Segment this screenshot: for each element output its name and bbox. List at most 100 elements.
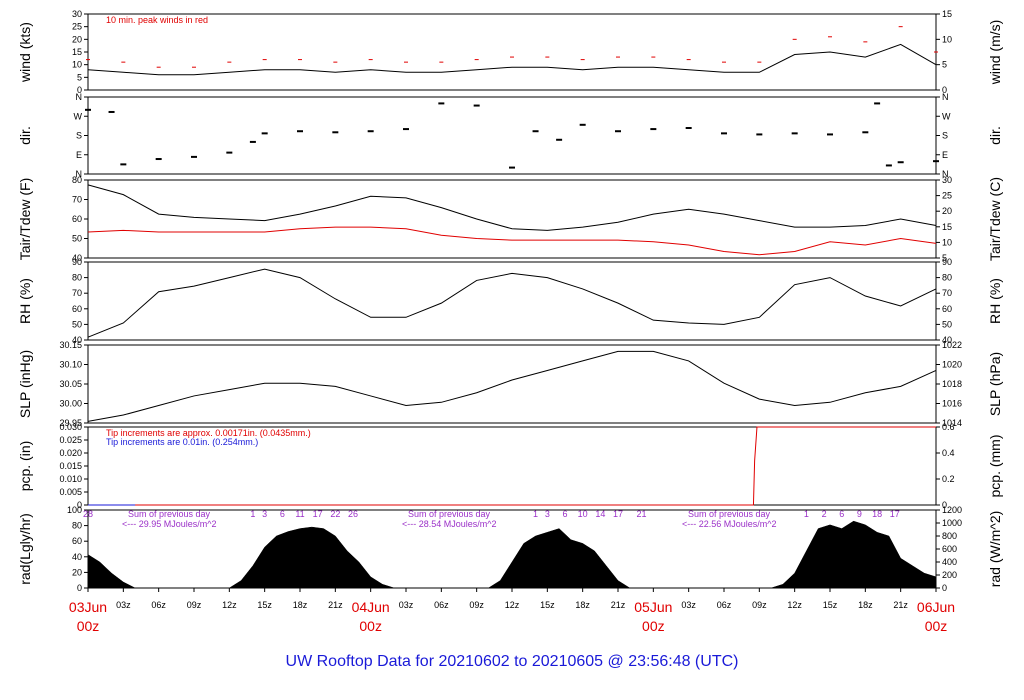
left-tick-label: 0.010	[59, 474, 82, 484]
left-tick-label: 0.020	[59, 448, 82, 458]
right-tick-label: W	[942, 111, 951, 121]
left-tick-label: 30	[72, 9, 82, 19]
right-tick-label: 0.6	[942, 422, 955, 432]
series-line-tdew	[87, 226, 937, 256]
daily-sum-label: Sum of previous day	[688, 509, 771, 519]
left-tick-label: 80	[72, 175, 82, 185]
right-tick-label: 200	[942, 570, 957, 580]
x-tick-label: 09z	[752, 600, 767, 610]
left-tick-label: 30.10	[59, 360, 82, 370]
day-label-time: 00z	[925, 618, 948, 634]
series-line-slp	[87, 350, 937, 422]
x-tick-label: 09z	[187, 600, 202, 610]
right-tick-label: 1022	[942, 340, 962, 350]
panel-pcp: 0.030 0.025 0.020 0.015 0.010 0.005 0 0.6 0.4 0.2…	[17, 422, 1003, 510]
right-tick-label: 15	[942, 222, 952, 232]
x-tick-label: 12z	[505, 600, 520, 610]
series-line-pcp-red	[88, 426, 936, 506]
left-tick-label: 29.95	[59, 418, 82, 428]
y-axis-label-right: RH (%)	[987, 278, 1003, 324]
left-tick-label: 100	[67, 505, 82, 515]
wind-annotation: 10 min. peak winds in red	[106, 15, 208, 25]
day-label-date: 03Jun	[69, 599, 107, 615]
hour-mark: 1	[250, 509, 255, 519]
left-tick-label: 0	[77, 85, 82, 95]
x-tick-label: 18z	[858, 600, 873, 610]
left-tick-label: 70	[72, 195, 82, 205]
y-axis-label-right: wind (m/s)	[987, 20, 1003, 86]
right-tick-label: 1018	[942, 379, 962, 389]
x-tick-label: 03z	[399, 600, 414, 610]
left-tick-label: 0.030	[59, 422, 82, 432]
left-tick-label: 20	[72, 34, 82, 44]
x-tick-label: 15z	[540, 600, 555, 610]
hour-mark: 17	[890, 509, 900, 519]
right-tick-label: 60	[942, 304, 952, 314]
left-tick-label: 60	[72, 304, 82, 314]
series-line-tair	[87, 184, 937, 231]
hour-mark: 22	[330, 509, 340, 519]
y-axis-label-left: RH (%)	[17, 278, 33, 324]
panel-frame	[87, 261, 937, 341]
hour-mark: 17	[313, 509, 323, 519]
left-tick-label: 60	[72, 536, 82, 546]
left-tick-label: 70	[72, 288, 82, 298]
x-tick-label: 21z	[328, 600, 343, 610]
daily-sum-label: Sum of previous day	[408, 509, 491, 519]
y-axis-label-right: SLP (hPa)	[987, 352, 1003, 416]
left-tick-label: 40	[72, 552, 82, 562]
x-tick-label: 21z	[893, 600, 908, 610]
right-tick-label: 70	[942, 288, 952, 298]
left-tick-label: 80	[72, 521, 82, 531]
right-tick-label: 20	[942, 206, 952, 216]
right-tick-label: 0.2	[942, 474, 955, 484]
panel-frame	[87, 344, 937, 424]
hour-mark: 2	[822, 509, 827, 519]
right-tick-label: 1014	[942, 418, 962, 428]
left-tick-label: E	[76, 150, 82, 160]
right-tick-label: 40	[942, 335, 952, 345]
series-line-wind	[87, 43, 937, 76]
day-label-date: 06Jun	[917, 599, 955, 615]
hour-mark: 3	[545, 509, 550, 519]
x-tick-label: 18z	[575, 600, 590, 610]
right-tick-label: 30	[942, 175, 952, 185]
day-label-date: 04Jun	[352, 599, 390, 615]
day-label-date: 05Jun	[634, 599, 672, 615]
y-axis-label-left: dir.	[17, 126, 33, 145]
x-tick-label: 06z	[717, 600, 732, 610]
left-tick-label: 80	[72, 273, 82, 283]
daily-sum-value: <--- 28.54 MJoules/m^2	[402, 519, 497, 529]
left-tick-label: 0	[77, 500, 82, 510]
panel-frame	[87, 96, 937, 175]
left-tick-label: 10	[72, 60, 82, 70]
left-tick-label: 0.015	[59, 461, 82, 471]
left-tick-label: 0.005	[59, 487, 82, 497]
x-tick-label: 21z	[611, 600, 626, 610]
x-tick-label: 18z	[293, 600, 308, 610]
left-tick-label: 20	[72, 567, 82, 577]
y-axis-label-right: pcp. (mm)	[987, 435, 1003, 498]
hour-mark: 14	[595, 509, 605, 519]
right-tick-label: 0	[942, 85, 947, 95]
left-tick-label: 30.15	[59, 340, 82, 350]
left-tick-label: 0.025	[59, 435, 82, 445]
hour-mark: 21	[637, 509, 647, 519]
x-axis: 03z 06z 09z 12z 15z 18z 21z 03z 06z 09z 12z 15z 18z 2…	[69, 588, 955, 634]
x-tick-label: 06z	[151, 600, 166, 610]
daily-sum-label: Sum of previous day	[128, 509, 211, 519]
x-tick-label: 15z	[257, 600, 272, 610]
right-tick-label: 600	[942, 544, 957, 554]
hour-mark: 17	[613, 509, 623, 519]
right-tick-label: 1000	[942, 518, 962, 528]
right-tick-label: 1020	[942, 360, 962, 370]
x-tick-label: 12z	[222, 600, 237, 610]
right-tick-label: 90	[942, 257, 952, 267]
right-tick-label: 10	[942, 237, 952, 247]
hour-mark: 3	[262, 509, 267, 519]
day-label-time: 00z	[642, 618, 665, 634]
y-axis-label-right: rad (W/m^2)	[987, 511, 1003, 588]
right-tick-label: N	[942, 169, 949, 179]
